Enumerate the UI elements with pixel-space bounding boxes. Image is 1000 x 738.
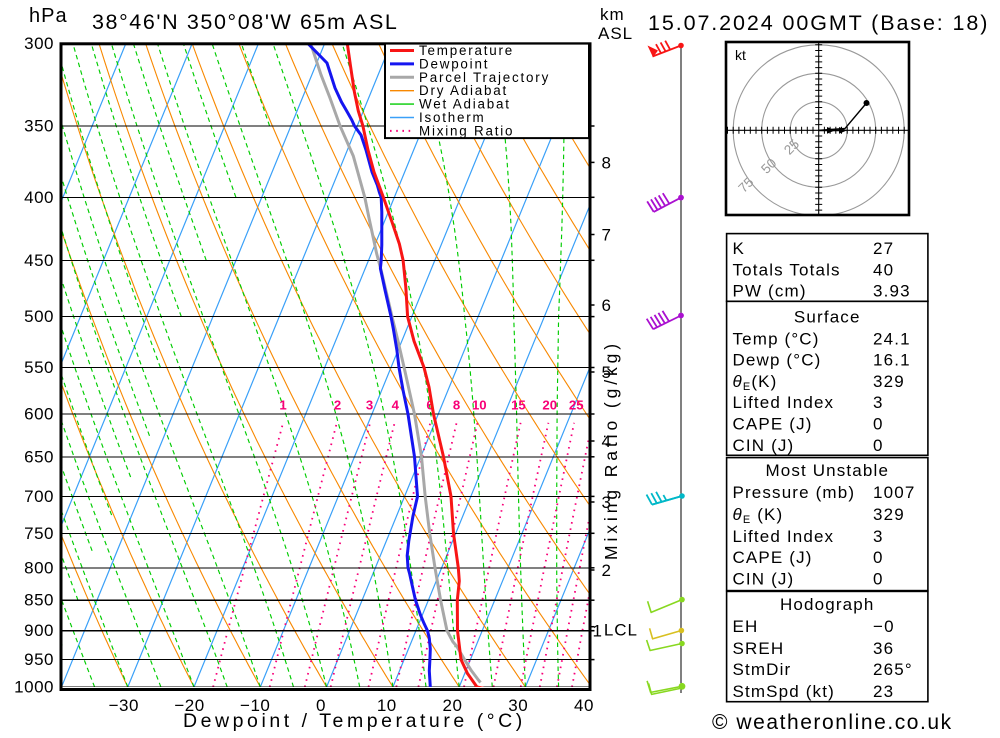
svg-text:6: 6 <box>602 296 611 315</box>
svg-text:500: 500 <box>24 307 54 326</box>
svg-text:40: 40 <box>574 696 594 715</box>
svg-text:650: 650 <box>24 447 54 466</box>
svg-text:10: 10 <box>472 398 487 413</box>
svg-text:Temperature: Temperature <box>419 43 514 58</box>
svg-text:2: 2 <box>602 561 611 580</box>
svg-text:Dewpoint: Dewpoint <box>419 56 489 71</box>
svg-text:PW (cm): PW (cm) <box>733 282 807 301</box>
svg-text:30: 30 <box>508 696 528 715</box>
svg-text:0: 0 <box>873 548 884 567</box>
svg-text:ASL: ASL <box>598 24 633 43</box>
svg-text:Lifted Index: Lifted Index <box>733 393 835 412</box>
svg-text:Dewp (°C): Dewp (°C) <box>733 351 822 370</box>
svg-text:θE(K): θE(K) <box>733 372 778 393</box>
svg-text:265°: 265° <box>873 660 913 679</box>
svg-text:EH: EH <box>733 617 759 636</box>
svg-text:SREH: SREH <box>733 639 785 658</box>
svg-text:550: 550 <box>24 358 54 377</box>
svg-text:23: 23 <box>873 682 894 701</box>
svg-text:600: 600 <box>24 405 54 424</box>
svg-text:−20: −20 <box>174 696 204 715</box>
svg-text:800: 800 <box>24 558 54 577</box>
svg-text:3: 3 <box>873 393 884 412</box>
svg-text:400: 400 <box>24 188 54 207</box>
svg-text:CIN (J): CIN (J) <box>733 436 795 455</box>
svg-text:4: 4 <box>392 398 400 413</box>
svg-text:CIN (J): CIN (J) <box>733 570 795 589</box>
svg-text:10: 10 <box>377 696 397 715</box>
svg-text:Parcel Trajectory: Parcel Trajectory <box>419 70 550 85</box>
svg-text:2: 2 <box>334 398 341 413</box>
svg-text:40: 40 <box>873 261 894 280</box>
svg-text:−10: −10 <box>240 696 270 715</box>
svg-text:15: 15 <box>511 398 526 413</box>
svg-text:8: 8 <box>453 398 460 413</box>
svg-text:−0: −0 <box>873 617 895 636</box>
svg-text:36: 36 <box>873 639 894 658</box>
svg-text:Dewpoint / Temperature (°C): Dewpoint / Temperature (°C) <box>183 710 526 732</box>
svg-text:750: 750 <box>24 524 54 543</box>
svg-text:0: 0 <box>316 696 326 715</box>
svg-text:Mixing Ratio: Mixing Ratio <box>419 123 514 138</box>
svg-text:Totals Totals: Totals Totals <box>733 261 841 280</box>
svg-text:© weatheronline.co.uk: © weatheronline.co.uk <box>712 711 953 733</box>
svg-text:3: 3 <box>602 493 611 512</box>
svg-text:8: 8 <box>602 153 611 172</box>
svg-text:CAPE (J): CAPE (J) <box>733 415 813 434</box>
svg-text:24.1: 24.1 <box>873 329 911 348</box>
svg-text:3: 3 <box>873 527 884 546</box>
svg-text:1000: 1000 <box>14 678 54 697</box>
svg-text:kt: kt <box>735 47 746 63</box>
svg-text:1007: 1007 <box>873 483 915 502</box>
svg-text:1: 1 <box>279 398 286 413</box>
svg-text:Hodograph: Hodograph <box>780 595 874 614</box>
svg-text:0: 0 <box>873 436 884 455</box>
svg-text:20: 20 <box>542 398 557 413</box>
svg-text:Mixing Ratio (g/kg): Mixing Ratio (g/kg) <box>601 340 621 560</box>
svg-text:km: km <box>600 5 625 24</box>
svg-text:Temp (°C): Temp (°C) <box>733 329 820 348</box>
svg-text:Wet Adiabat: Wet Adiabat <box>419 97 511 112</box>
svg-text:K: K <box>733 239 746 258</box>
svg-text:LCL: LCL <box>604 621 638 640</box>
svg-text:hPa: hPa <box>29 5 68 27</box>
svg-text:StmDir: StmDir <box>733 660 792 679</box>
svg-text:700: 700 <box>24 487 54 506</box>
svg-text:850: 850 <box>24 591 54 610</box>
svg-text:329: 329 <box>873 372 905 391</box>
svg-text:3.93: 3.93 <box>873 282 911 301</box>
svg-text:38°46'N 350°08'W 65m ASL: 38°46'N 350°08'W 65m ASL <box>92 10 398 34</box>
svg-text:900: 900 <box>24 621 54 640</box>
svg-text:3: 3 <box>366 398 373 413</box>
svg-text:329: 329 <box>873 505 905 524</box>
svg-text:Surface: Surface <box>794 308 861 327</box>
svg-text:0: 0 <box>873 570 884 589</box>
svg-text:Lifted Index: Lifted Index <box>733 527 835 546</box>
svg-text:15.07.2024 00GMT (Base: 18): 15.07.2024 00GMT (Base: 18) <box>648 11 989 35</box>
svg-text:16.1: 16.1 <box>873 351 911 370</box>
svg-text:Pressure (mb): Pressure (mb) <box>733 483 856 502</box>
svg-text:350: 350 <box>24 117 54 136</box>
svg-text:−30: −30 <box>109 696 139 715</box>
svg-text:450: 450 <box>24 251 54 270</box>
svg-text:θE (K): θE (K) <box>733 505 784 526</box>
svg-text:0: 0 <box>873 415 884 434</box>
svg-text:5: 5 <box>602 363 611 382</box>
svg-text:7: 7 <box>602 226 611 245</box>
svg-text:4: 4 <box>602 432 611 451</box>
svg-text:StmSpd (kt): StmSpd (kt) <box>733 682 835 701</box>
svg-text:6: 6 <box>426 398 433 413</box>
svg-text:Isotherm: Isotherm <box>419 110 486 125</box>
svg-text:300: 300 <box>24 34 54 53</box>
svg-text:27: 27 <box>873 239 894 258</box>
svg-text:25: 25 <box>569 398 584 413</box>
svg-text:Most Unstable: Most Unstable <box>765 461 889 480</box>
svg-text:20: 20 <box>443 696 463 715</box>
svg-text:1: 1 <box>593 622 602 641</box>
svg-text:950: 950 <box>24 650 54 669</box>
svg-text:Dry Adiabat: Dry Adiabat <box>419 83 508 98</box>
svg-text:CAPE (J): CAPE (J) <box>733 548 813 567</box>
